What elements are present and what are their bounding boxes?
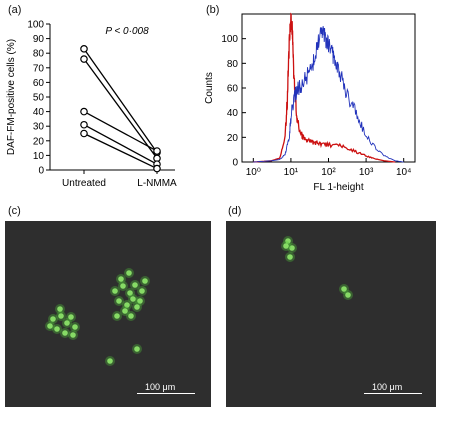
cell	[107, 358, 113, 364]
cell	[283, 243, 289, 249]
cell	[114, 313, 120, 319]
y-axis-label: Counts	[204, 72, 215, 104]
series-line-2	[83, 58, 158, 159]
cell	[58, 313, 64, 319]
cell	[127, 290, 133, 296]
cell	[345, 292, 351, 298]
scale-bar-d	[364, 393, 422, 394]
panel-label-a: (a)	[8, 4, 22, 16]
y-tick-label: 40	[33, 107, 45, 118]
x-tick-label: Untreated	[62, 178, 106, 189]
x-tick-label: 10³	[359, 167, 374, 178]
x-tick-label: 10⁴	[396, 167, 411, 178]
histogram-series-1	[253, 12, 396, 163]
data-point	[80, 107, 88, 116]
y-tick-label: 80	[227, 59, 239, 70]
y-tick-label: 0	[232, 158, 238, 169]
cell	[126, 270, 132, 276]
scale-label-d: 100 μm	[372, 382, 403, 392]
y-tick-label: 0	[38, 166, 44, 177]
series-line-4	[83, 124, 158, 165]
data-point	[80, 120, 88, 129]
cell	[120, 283, 126, 289]
cell	[289, 245, 295, 251]
cell	[124, 302, 130, 308]
series-line-1	[83, 48, 158, 153]
cell	[64, 320, 70, 326]
y-tick-label: 50	[33, 93, 45, 104]
y-tick-label: 20	[227, 133, 239, 144]
cell	[72, 324, 78, 330]
cell	[134, 304, 140, 310]
x-axis-label: FL 1-height	[313, 182, 363, 193]
y-tick-label: 100	[27, 20, 44, 31]
cell	[70, 332, 76, 338]
cell	[54, 326, 60, 332]
x-tick-label: 10²	[321, 167, 336, 178]
cell	[287, 254, 293, 260]
cell	[139, 288, 145, 294]
y-tick-label: 90	[33, 34, 45, 45]
y-tick-label: 30	[33, 122, 45, 133]
chart-a: 0 10 20 30 40 50 60 70 80 90 100 Untreated L-NMMA DAF…	[6, 20, 177, 190]
cell	[116, 298, 122, 304]
y-tick-label: 10	[33, 151, 45, 162]
y-tick-label: 40	[227, 108, 239, 119]
cell	[130, 296, 136, 302]
y-axis-label: DAF-FM-positive cells (%)	[6, 39, 17, 155]
y-tick-label: 80	[33, 49, 45, 60]
cell	[112, 288, 118, 294]
cell	[142, 278, 148, 284]
cell	[68, 314, 74, 320]
cell	[134, 346, 140, 352]
x-tick-label: 10⁰	[246, 167, 261, 178]
scale-bar-c	[137, 393, 195, 394]
cell	[341, 286, 347, 292]
panel-label-c: (c)	[8, 205, 21, 217]
data-point	[153, 164, 161, 173]
cell	[118, 276, 124, 282]
panel-label-b: (b)	[206, 4, 220, 16]
y-tick-label: 60	[227, 84, 239, 95]
histogram-series-2	[253, 26, 404, 163]
series-line-3	[83, 111, 158, 152]
cell	[128, 313, 134, 319]
y-tick-label: 20	[33, 136, 45, 147]
cell	[137, 298, 143, 304]
cell	[122, 308, 128, 314]
cell	[47, 323, 53, 329]
x-tick-label: 10¹	[284, 167, 299, 178]
cell	[62, 330, 68, 336]
data-point	[80, 55, 88, 63]
scale-label-c: 100 μm	[145, 382, 176, 392]
data-point	[80, 129, 88, 138]
p-value-annotation: P < 0·008	[105, 26, 149, 37]
micrograph-d: 100 μm	[226, 221, 436, 407]
y-tick-label: 100	[221, 34, 238, 45]
panel-label-d: (d)	[228, 205, 242, 217]
data-point	[80, 45, 88, 53]
cell	[57, 306, 63, 312]
micrograph-c: 100 μm	[5, 221, 211, 407]
cells-c	[45, 268, 150, 366]
x-tick-label: L-NMMA	[137, 178, 177, 189]
cell	[285, 238, 291, 244]
y-tick-label: 70	[33, 63, 45, 74]
y-tick-label: 60	[33, 78, 45, 89]
series-line-5	[83, 132, 158, 170]
cells-d	[281, 236, 353, 300]
data-point	[153, 147, 161, 155]
cell	[50, 316, 56, 322]
chart-b: 0 20 40 60 80 100 10⁰ 10¹ 10² 10³ 10⁴ FL 1-height Co…	[204, 12, 416, 193]
cell	[132, 282, 138, 288]
